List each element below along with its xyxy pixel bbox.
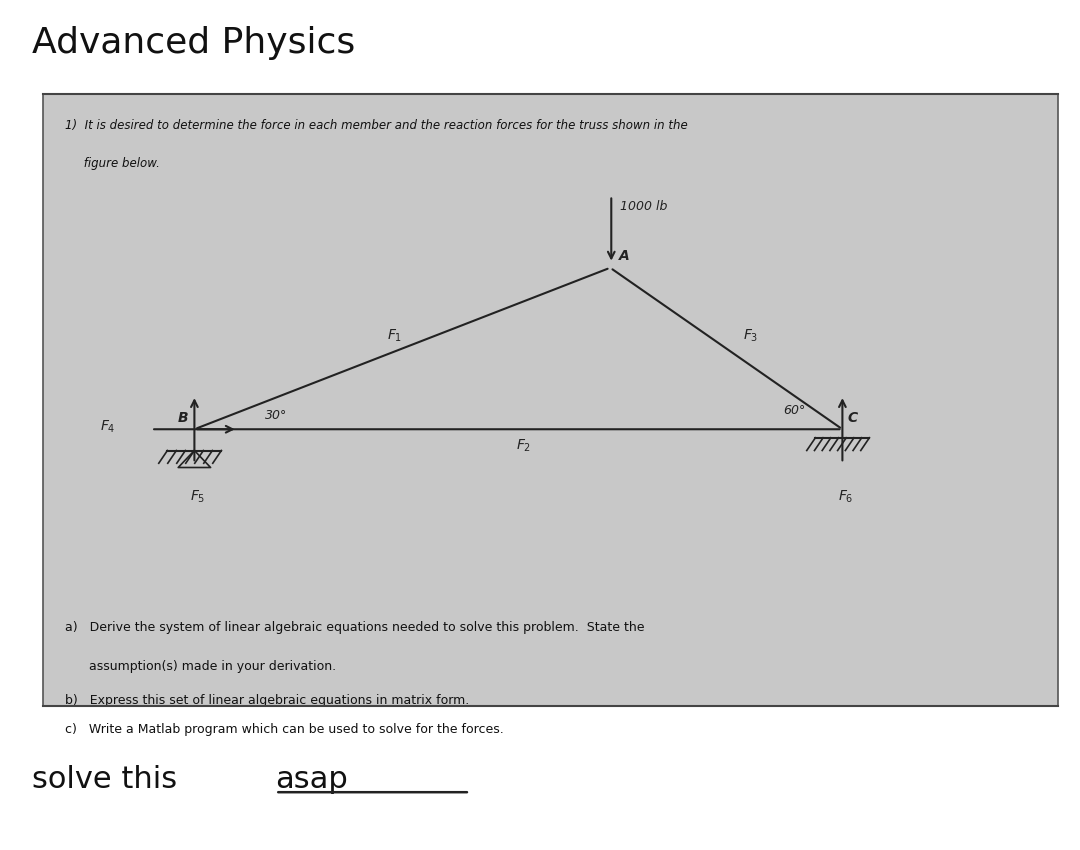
Text: solve this: solve this [32,765,187,794]
Text: C: C [848,411,858,425]
Text: $F_4$: $F_4$ [100,418,116,435]
Text: $F_3$: $F_3$ [743,327,758,344]
Text: assumption(s) made in your derivation.: assumption(s) made in your derivation. [65,660,336,673]
Text: A: A [619,250,630,264]
Text: a)   Derive the system of linear algebraic equations needed to solve this proble: a) Derive the system of linear algebraic… [65,620,645,633]
Text: figure below.: figure below. [65,157,160,170]
Text: 60°: 60° [783,404,806,416]
Text: $F_2$: $F_2$ [516,438,531,455]
Text: 1000 lb: 1000 lb [620,200,667,212]
Text: 30°: 30° [265,410,287,422]
Text: $F_5$: $F_5$ [190,489,205,506]
FancyBboxPatch shape [43,94,1058,706]
Text: $F_6$: $F_6$ [838,489,853,506]
Text: b)   Express this set of linear algebraic equations in matrix form.: b) Express this set of linear algebraic … [65,694,469,706]
Text: 1)  It is desired to determine the force in each member and the reaction forces : 1) It is desired to determine the force … [65,119,688,132]
Text: asap: asap [275,765,348,794]
Text: B: B [178,411,189,425]
Text: $F_1$: $F_1$ [387,327,402,344]
Text: Advanced Physics: Advanced Physics [32,26,355,60]
Text: c)   Write a Matlab program which can be used to solve for the forces.: c) Write a Matlab program which can be u… [65,722,503,735]
